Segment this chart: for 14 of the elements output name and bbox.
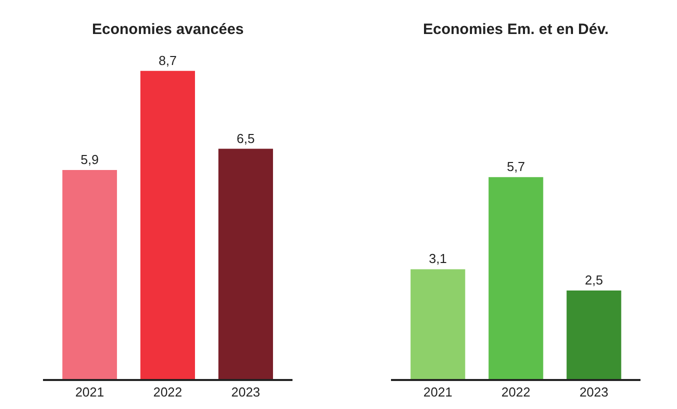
data-label: 2,5 [584, 272, 603, 288]
chart-title: Economies Em. et en Dév. [423, 21, 609, 38]
x-tick-label: 2023 [231, 384, 260, 400]
chart-title: Economies avancées [92, 21, 244, 38]
x-tick-label: 2023 [579, 384, 608, 400]
x-tick-label: 2022 [153, 384, 182, 400]
x-tick-label: 2022 [501, 384, 530, 400]
data-label: 6,5 [236, 130, 255, 146]
data-label: 5,7 [506, 159, 525, 174]
data-label: 3,1 [428, 251, 447, 266]
x-tick-label: 2021 [75, 384, 104, 400]
x-tick-label: 2021 [423, 384, 452, 400]
data-label: 5,9 [80, 152, 99, 167]
data-label: 8,7 [158, 52, 177, 68]
